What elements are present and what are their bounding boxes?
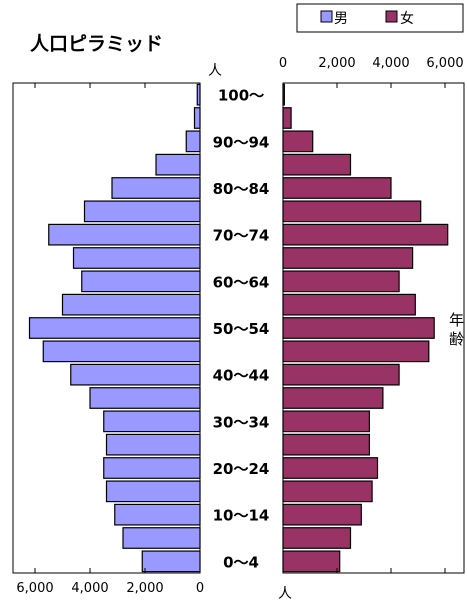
male-bars (28, 83, 201, 573)
female-bar (282, 433, 371, 456)
y-axis-label: 年 齢 (449, 311, 464, 348)
male-bar (141, 550, 201, 573)
female-bar (282, 340, 430, 363)
age-labels: 100～ 90～94 80～84 70～74 60～64 50～54 40～44 30～34 2… (213, 87, 270, 572)
legend-swatch-male (320, 10, 333, 23)
male-plot (12, 82, 201, 574)
female-bar (282, 270, 400, 293)
male-bar (81, 270, 201, 293)
male-tick-label: 4,000 (71, 581, 108, 596)
y-axis-label-char-2: 齢 (449, 330, 464, 348)
female-bar (282, 457, 379, 479)
male-bar (196, 83, 201, 106)
male-bar (105, 433, 201, 456)
male-bar (122, 527, 201, 549)
female-tick-label: 2,000 (318, 56, 355, 71)
female-bar (282, 83, 285, 106)
age-label: 10～14 (213, 507, 270, 525)
y-axis-label-char-1: 年 (449, 311, 464, 329)
male-bar (185, 130, 201, 153)
male-bar (193, 107, 201, 129)
female-bar (282, 153, 352, 176)
female-tick-label: 4,000 (372, 56, 409, 71)
male-bar (28, 317, 201, 339)
female-tick-label: 0 (279, 56, 287, 71)
female-bar (282, 387, 384, 409)
age-label: 80～84 (213, 180, 270, 198)
male-bar (61, 293, 201, 316)
male-tick-label: 6,000 (16, 581, 53, 596)
male-tick-marks (34, 83, 201, 573)
male-bar (105, 480, 201, 503)
male-bar (155, 153, 201, 176)
age-label: 20～24 (213, 460, 270, 478)
female-bar (282, 177, 392, 199)
female-bar (282, 550, 341, 573)
age-label: 60～64 (213, 273, 270, 291)
male-bar (48, 223, 201, 246)
female-bar (282, 130, 314, 153)
male-bar (72, 247, 201, 269)
chart-title: 人口ピラミッド (30, 33, 163, 55)
female-bar (282, 503, 362, 526)
male-bar (111, 177, 201, 199)
male-bar (83, 200, 201, 223)
female-bar (282, 223, 449, 246)
male-bar (114, 503, 201, 526)
age-label: 70～74 (213, 227, 270, 245)
female-axis-ticks: 0 2,000 4,000 6,000 (279, 56, 464, 71)
age-label: 30～34 (213, 413, 270, 431)
female-bar (282, 527, 352, 549)
female-bar (282, 363, 400, 386)
age-label: 100～ (218, 87, 264, 105)
legend-swatch-female (385, 10, 398, 23)
female-bar (282, 200, 422, 223)
female-plot (282, 82, 465, 574)
female-bar (282, 410, 371, 433)
female-bar (282, 293, 416, 316)
age-label: 0～4 (223, 553, 259, 571)
legend-label-female: 女 (400, 10, 414, 27)
male-tick-label: 2,000 (126, 581, 163, 596)
female-tick-label: 6,000 (426, 56, 463, 71)
male-bar (89, 387, 201, 409)
age-label: 90～94 (213, 133, 270, 151)
age-label: 50～54 (213, 320, 270, 338)
male-bar (42, 340, 201, 363)
legend: 男 女 (296, 3, 464, 33)
legend-label-male: 男 (334, 11, 348, 27)
female-tick-marks (282, 83, 446, 573)
unit-label-bottom: 人 (278, 586, 292, 602)
male-bar (103, 410, 201, 433)
female-bar (282, 317, 435, 339)
male-bar (103, 457, 201, 479)
female-bars (282, 83, 449, 573)
unit-label-top: 人 (208, 63, 222, 79)
female-bar (282, 107, 292, 129)
male-tick-label: 0 (196, 581, 204, 596)
male-axis-ticks: 6,000 4,000 2,000 0 (16, 581, 204, 596)
female-bar (282, 247, 414, 269)
female-bar (282, 480, 373, 503)
age-label: 40～44 (213, 367, 270, 385)
male-bar (70, 363, 201, 386)
